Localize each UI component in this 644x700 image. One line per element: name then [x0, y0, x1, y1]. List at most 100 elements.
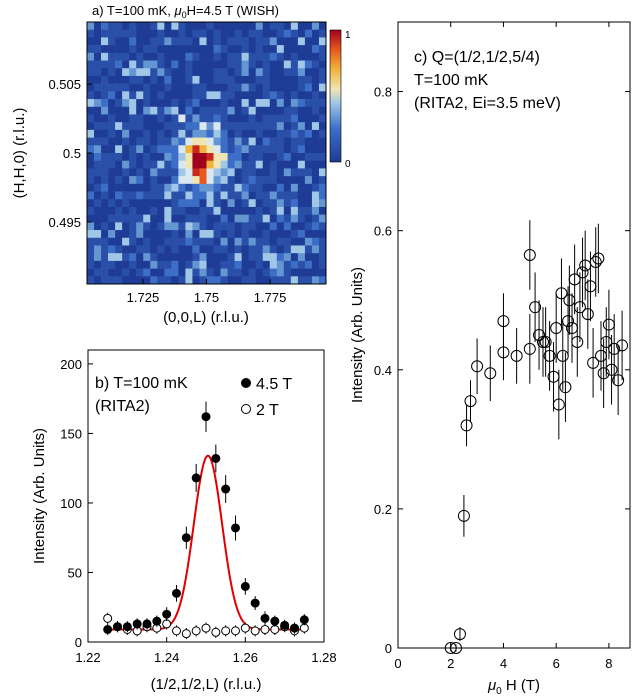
heatmap-cell: [129, 276, 137, 284]
heatmap-cell: [143, 230, 151, 239]
heatmap-cell: [304, 160, 313, 169]
heatmap-cell: [150, 237, 158, 246]
heatmap-cell: [213, 106, 221, 115]
heatmap-cell: [220, 45, 228, 54]
heatmap-cell: [115, 176, 123, 185]
heatmap-cell: [220, 160, 228, 169]
heatmap-cell: [136, 183, 144, 192]
heatmap-cell: [115, 99, 123, 108]
heatmap-cell: [262, 153, 271, 162]
heatmap-cell: [304, 99, 313, 108]
heatmap-cell: [318, 83, 326, 92]
x-tick-label: 2: [447, 656, 454, 671]
heatmap-cell: [241, 268, 249, 277]
heatmap-cell: [311, 37, 320, 46]
heatmap-cell: [269, 253, 278, 262]
heatmap-cell: [304, 75, 313, 84]
x-tick-label: 1.22: [75, 650, 100, 665]
heatmap-cell: [136, 199, 144, 208]
heatmap-cell: [185, 191, 193, 200]
heatmap-cell: [129, 183, 137, 192]
heatmap-cell: [241, 260, 249, 269]
heatmap-cell: [269, 114, 278, 123]
heatmap-cell: [297, 106, 306, 115]
heatmap-cell: [241, 230, 249, 239]
heatmap-cell: [227, 199, 235, 208]
heatmap-cell: [255, 106, 264, 115]
heatmap-cell: [143, 214, 151, 223]
heatmap-cell: [304, 260, 313, 269]
heatmap-cell: [227, 160, 235, 169]
heatmap-cell: [115, 68, 123, 77]
heatmap-cell: [304, 183, 313, 192]
heatmap-cell: [206, 114, 214, 123]
heatmap-cell: [87, 99, 95, 108]
heatmap-cell: [248, 129, 257, 138]
heatmap-cell: [122, 230, 130, 239]
heatmap-cell: [269, 83, 278, 92]
heatmap-cell: [276, 253, 285, 262]
data-point: [471, 360, 484, 373]
heatmap-cell: [206, 37, 214, 46]
heatmap-cell: [248, 199, 257, 208]
heatmap-cell: [192, 145, 200, 154]
heatmap-cell: [87, 276, 95, 284]
heatmap-cell: [213, 191, 221, 200]
heatmap-cell: [150, 129, 158, 138]
heatmap-cell: [164, 114, 172, 123]
heatmap-cell: [241, 237, 249, 246]
heatmap-cell: [150, 160, 158, 169]
heatmap-cell: [129, 260, 137, 269]
heatmap-cell: [136, 91, 144, 100]
heatmap-cell: [150, 45, 158, 54]
heatmap-cell: [164, 276, 172, 284]
heatmap-cell: [122, 45, 130, 54]
heatmap-cell: [311, 68, 320, 77]
heatmap-cell: [115, 52, 123, 61]
heatmap-cell: [199, 230, 207, 239]
heatmap-cell: [241, 276, 249, 284]
heatmap-cell: [122, 276, 130, 284]
heatmap-cell: [87, 52, 95, 61]
heatmap-cell: [122, 114, 130, 123]
heatmap-cell: [143, 153, 151, 162]
heatmap-cell: [136, 60, 144, 69]
heatmap-cell: [311, 106, 320, 115]
heatmap-cell: [115, 237, 123, 246]
heatmap-cell: [157, 268, 165, 277]
y-tick-label: 0.5: [63, 146, 81, 161]
heatmap-cell: [262, 91, 271, 100]
heatmap-cell: [185, 237, 193, 246]
heatmap-cell: [122, 245, 130, 254]
heatmap-cell: [87, 199, 95, 208]
heatmap-cell: [311, 137, 320, 146]
heatmap-cell: [283, 106, 292, 115]
heatmap-cell: [234, 206, 242, 215]
heatmap-cell: [297, 29, 306, 38]
heatmap-cell: [129, 68, 137, 77]
heatmap-cell: [255, 253, 264, 262]
heatmap-cell: [304, 83, 313, 92]
heatmap-cell: [122, 191, 130, 200]
heatmap-cell: [87, 260, 95, 269]
heatmap-cell: [122, 52, 130, 61]
heatmap-cell: [318, 22, 326, 31]
heatmap-cell: [101, 52, 109, 61]
heatmap-cell: [227, 183, 235, 192]
heatmap-cell: [234, 253, 242, 262]
heatmap-cell: [143, 52, 151, 61]
heatmap-cell: [199, 99, 207, 108]
heatmap-cell: [87, 222, 95, 231]
heatmap-cell: [115, 29, 123, 38]
point-2T: [260, 624, 270, 634]
heatmap-cell: [157, 22, 165, 31]
heatmap-cell: [311, 191, 320, 200]
heatmap-cell: [164, 230, 172, 239]
data-point: [589, 255, 602, 268]
heatmap-cell: [122, 206, 130, 215]
heatmap-cell: [143, 137, 151, 146]
heatmap-cell: [248, 176, 257, 185]
heatmap-cell: [248, 122, 257, 131]
heatmap-cell: [129, 52, 137, 61]
heatmap-cell: [213, 45, 221, 54]
